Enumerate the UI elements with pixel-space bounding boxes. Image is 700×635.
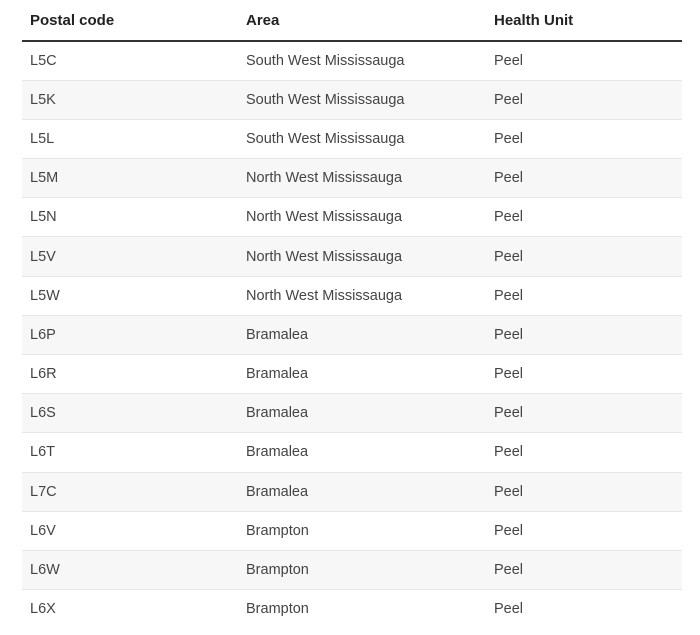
area-cell: Bramalea: [238, 432, 486, 473]
area-cell: North West Mississauga: [238, 197, 486, 238]
table-row: L5C South West Mississauga Peel: [22, 41, 682, 81]
health-unit-cell: Peel: [486, 197, 682, 238]
postal-code-cell: L6X: [30, 601, 56, 618]
table-body: L5C South West Mississauga Peel L5K South We…: [22, 41, 682, 629]
health-unit-cell: Peel: [486, 472, 682, 512]
health-unit-cell: Peel: [486, 119, 682, 160]
table-row: L5K South West Mississauga Peel: [22, 80, 682, 120]
table-row: L5W North West Mississauga Peel: [22, 276, 682, 316]
health-unit-cell: Peel: [486, 80, 682, 120]
header-area: Area: [238, 0, 486, 42]
area-cell: South West Mississauga: [238, 80, 486, 120]
area-cell: South West Mississauga: [238, 41, 486, 81]
postal-code-cell: L6P: [22, 315, 238, 356]
table-row: L6W Brampton Peel: [22, 550, 682, 591]
postal-code-cell: L5V: [22, 236, 238, 277]
postal-code-cell: L6W: [22, 550, 238, 591]
area-cell: South West Mississauga: [238, 119, 486, 160]
health-unit-cell: Peel: [486, 276, 682, 316]
postal-code-cell: L6R: [22, 354, 238, 395]
postal-code-table: Postal code Area Health Unit L5C South We…: [22, 0, 682, 629]
table-header: Postal code Area Health Unit: [22, 0, 682, 42]
area-cell: Brampton: [238, 511, 486, 551]
health-unit-cell: Peel: [486, 315, 682, 356]
table-row: L6P Bramalea Peel: [22, 315, 682, 356]
table-row: L6R Bramalea Peel: [22, 354, 682, 395]
area-cell: Bramalea: [238, 472, 486, 512]
postal-code-cell: L5C: [22, 41, 238, 81]
table-row: L7C Bramalea Peel: [22, 472, 682, 512]
table-row: L6T Bramalea Peel: [22, 432, 682, 473]
health-unit-cell: Peel: [486, 432, 682, 473]
postal-code-table-container: Postal code Area Health Unit L5C South We…: [22, 0, 682, 629]
area-cell: Bramalea: [238, 393, 486, 434]
postal-code-cell: L7C: [22, 472, 238, 512]
header-row: Postal code Area Health Unit: [22, 0, 682, 42]
postal-code-cell: L5K: [22, 80, 238, 120]
header-health-unit: Health Unit: [486, 0, 682, 42]
postal-code-cell: L5L: [22, 119, 238, 160]
area-cell: Brampton: [246, 601, 309, 618]
health-unit-cell: Peel: [486, 511, 682, 551]
table-row: L6X Brampton Peel: [22, 590, 682, 629]
health-unit-cell: Peel: [486, 354, 682, 395]
postal-code-cell: L5W: [22, 276, 238, 316]
table-row: L5M North West Mississauga Peel: [22, 158, 682, 199]
area-cell: Brampton: [238, 550, 486, 591]
table-row: L6V Brampton Peel: [22, 511, 682, 551]
header-postal-code: Postal code: [22, 0, 238, 42]
area-cell: North West Mississauga: [238, 236, 486, 277]
area-cell: North West Mississauga: [238, 158, 486, 199]
area-cell: North West Mississauga: [238, 276, 486, 316]
health-unit-cell: Peel: [494, 601, 524, 618]
health-unit-cell: Peel: [486, 550, 682, 591]
table-row: L5V North West Mississauga Peel: [22, 236, 682, 277]
health-unit-cell: Peel: [486, 41, 682, 81]
table-row: L5N North West Mississauga Peel: [22, 197, 682, 238]
area-cell: Bramalea: [238, 354, 486, 395]
health-unit-cell: Peel: [486, 393, 682, 434]
table-row: L5L South West Mississauga Peel: [22, 119, 682, 160]
postal-code-cell: L6V: [22, 511, 238, 551]
postal-code-cell: L5M: [22, 158, 238, 199]
table-row: L6S Bramalea Peel: [22, 393, 682, 434]
health-unit-cell: Peel: [486, 236, 682, 277]
health-unit-cell: Peel: [486, 158, 682, 199]
postal-code-cell: L6S: [22, 393, 238, 434]
postal-code-cell: L5N: [22, 197, 238, 238]
area-cell: Bramalea: [238, 315, 486, 356]
postal-code-cell: L6T: [22, 432, 238, 473]
